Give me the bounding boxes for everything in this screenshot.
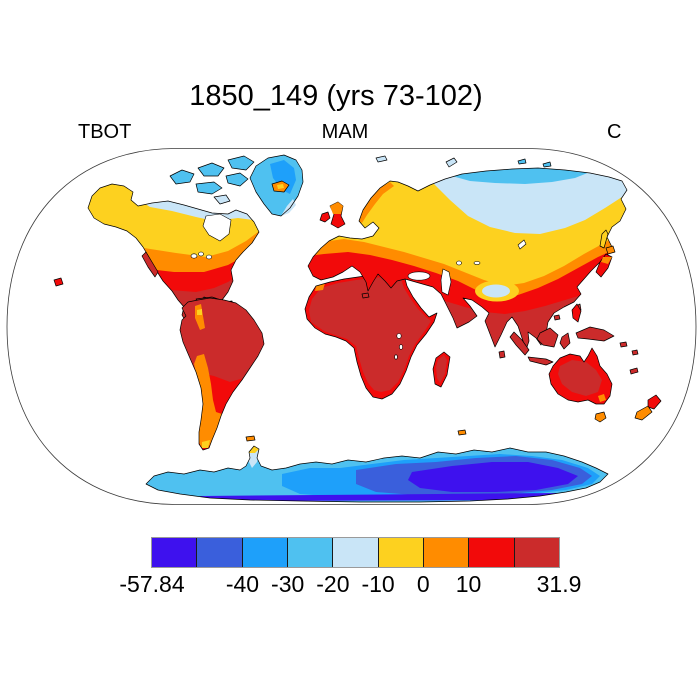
hokkaido [605, 245, 616, 255]
borneo [536, 327, 559, 348]
colorbar [151, 537, 560, 568]
continent-africa [304, 270, 451, 400]
colorbar-tick: 0 [416, 571, 430, 597]
ireland [319, 211, 331, 223]
sakhalin [599, 229, 609, 249]
sri-lanka [498, 350, 506, 359]
lake-tanganyika [399, 344, 403, 350]
arctic-island [225, 172, 249, 187]
new-caledonia [629, 367, 639, 375]
falkland-islands [245, 435, 256, 442]
new-siberian-islands [517, 158, 527, 165]
lake-balkhash [473, 261, 481, 265]
svalbard [375, 155, 388, 163]
java [527, 356, 554, 366]
solomon-islands [619, 341, 628, 348]
great-lake [206, 254, 213, 260]
arctic-island [227, 155, 255, 171]
new-siberian-islands [542, 161, 552, 168]
continent-australia [548, 347, 662, 423]
hudson-bay [202, 213, 232, 242]
sumatra [509, 331, 530, 356]
colorbar-tick: -57.84 [119, 571, 185, 597]
lake-victoria [396, 333, 402, 339]
colorbar-cell-2 [241, 538, 287, 567]
great-lake [190, 253, 198, 259]
philippines [571, 303, 582, 323]
colorbar-cell-5 [377, 538, 423, 567]
colorbar-tick: -40 [225, 571, 260, 597]
solomon-islands [631, 349, 639, 356]
hainan [553, 314, 561, 321]
sicily [361, 292, 370, 299]
new-zealand-north [647, 394, 662, 410]
novaya-zemlya [445, 157, 458, 168]
new-guinea [575, 326, 615, 342]
colorbar-cell-7 [468, 538, 514, 567]
colorbar-cell-6 [422, 538, 469, 567]
colorbar-cell-8 [513, 538, 559, 567]
baja-california [141, 251, 159, 278]
coastline-south-america [179, 297, 265, 451]
aral-sea [456, 260, 462, 266]
arctic-island [169, 169, 195, 185]
colorbar-tick-labels: -57.84 -40 -30 -20 -10 0 10 31.9 [119, 571, 581, 601]
hawaii [53, 277, 64, 287]
lake-baikal [517, 239, 527, 250]
kerguelen [457, 429, 467, 436]
greenland [249, 154, 304, 217]
tibet-plateau [482, 284, 510, 298]
lake-malawi [394, 354, 398, 360]
colorbar-tick: -20 [316, 571, 350, 597]
sulawesi [559, 332, 571, 350]
colorbar-cell-0 [152, 538, 197, 567]
arctic-island [195, 181, 223, 195]
colorbar-cell-1 [196, 538, 242, 567]
continent-south-america [179, 297, 265, 451]
map-border [6, 148, 697, 505]
units-label: C [607, 121, 622, 143]
tasmania [594, 411, 607, 423]
arctic-island [197, 162, 225, 177]
black-sea [407, 271, 431, 281]
colorbar-cell-4 [332, 538, 378, 567]
new-zealand-south [634, 405, 653, 421]
colorbar-cell-3 [286, 538, 333, 567]
colorbar-tick: 10 [455, 571, 482, 597]
coastline-australia [548, 347, 613, 405]
season-label: MAM [321, 121, 369, 143]
colorbar-tick: -10 [361, 571, 395, 597]
colorbar-tick: -30 [271, 571, 305, 597]
colorbar-tick: 31.9 [536, 571, 582, 597]
arctic-island [213, 194, 231, 205]
continent-antarctica [145, 429, 609, 503]
coastline-antarctica [145, 445, 609, 503]
plot-title: 1850_149 (yrs 73-102) [189, 80, 483, 112]
variable-label: TBOT [78, 121, 132, 143]
caspian-sea [440, 268, 452, 296]
great-lake [198, 251, 204, 257]
coastline-eurasia [307, 167, 628, 351]
